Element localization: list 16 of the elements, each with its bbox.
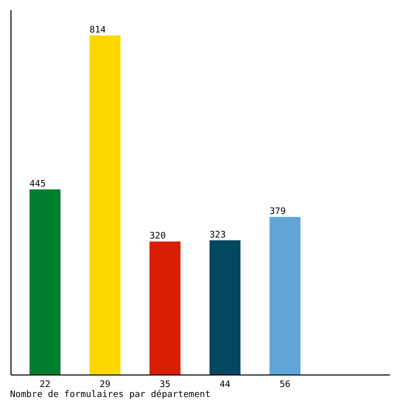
bar (30, 189, 60, 375)
x-tick-label: 29 (100, 380, 110, 390)
data-label: 814 (90, 25, 106, 36)
bar (210, 240, 240, 375)
x-axis-title: Nombre de formulaires par département (10, 389, 210, 400)
data-label: 320 (150, 232, 166, 242)
bar (90, 35, 120, 375)
data-label: 445 (30, 179, 46, 190)
bar (270, 216, 300, 375)
x-tick-label: 44 (220, 380, 230, 390)
bar (150, 242, 180, 375)
x-tick-label: 56 (280, 380, 290, 390)
x-tick-label: 35 (160, 380, 170, 390)
data-label: 323 (210, 230, 226, 240)
data-label: 379 (270, 206, 286, 217)
x-tick-label: 22 (40, 380, 50, 390)
